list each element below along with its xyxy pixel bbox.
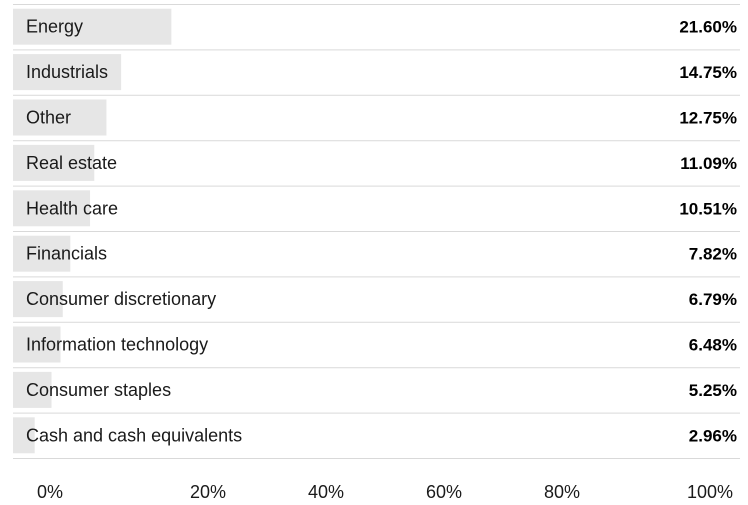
x-tick-label-1: 20% bbox=[190, 482, 226, 502]
x-tick-label-4: 80% bbox=[544, 482, 580, 502]
category-label-1: Industrials bbox=[26, 62, 108, 82]
category-label-9: Cash and cash equivalents bbox=[26, 425, 242, 445]
x-tick-label-0: 0% bbox=[37, 482, 63, 502]
value-label-9: 2.96% bbox=[689, 426, 737, 445]
bar-5 bbox=[13, 235, 71, 272]
category-label-2: Other bbox=[26, 108, 71, 128]
chart-rows: Energy 21.60% Industrials 14.75% Other 12.75%… bbox=[13, 4, 740, 459]
category-label-5: Financials bbox=[26, 244, 107, 264]
category-label-4: Health care bbox=[26, 198, 118, 218]
value-label-7: 6.48% bbox=[689, 336, 737, 355]
value-label-3: 11.09% bbox=[680, 154, 737, 173]
bar-2 bbox=[13, 99, 107, 136]
bar-1 bbox=[13, 54, 122, 91]
x-axis-ticks: 0% 20% 40% 60% 80% 100% bbox=[37, 482, 733, 502]
bar-4 bbox=[13, 190, 91, 227]
category-label-0: Energy bbox=[26, 17, 83, 37]
value-label-8: 5.25% bbox=[689, 381, 737, 400]
category-label-6: Consumer discretionary bbox=[26, 289, 216, 309]
bar-9 bbox=[13, 417, 35, 454]
value-label-6: 6.79% bbox=[689, 290, 737, 309]
x-tick-label-5: 100% bbox=[687, 482, 733, 502]
value-label-1: 14.75% bbox=[679, 63, 737, 82]
bar-3 bbox=[13, 144, 95, 181]
value-label-5: 7.82% bbox=[689, 245, 737, 264]
bar-0 bbox=[13, 8, 172, 45]
value-label-2: 12.75% bbox=[679, 109, 737, 128]
category-label-3: Real estate bbox=[26, 153, 117, 173]
bar-7 bbox=[13, 326, 61, 363]
x-tick-label-3: 60% bbox=[426, 482, 462, 502]
value-label-0: 21.60% bbox=[679, 18, 737, 37]
x-tick-label-2: 40% bbox=[308, 482, 344, 502]
bar-8 bbox=[13, 371, 52, 408]
bar-6 bbox=[13, 281, 63, 318]
value-label-4: 10.51% bbox=[679, 199, 737, 218]
category-label-8: Consumer staples bbox=[26, 380, 171, 400]
category-label-7: Information technology bbox=[26, 335, 208, 355]
